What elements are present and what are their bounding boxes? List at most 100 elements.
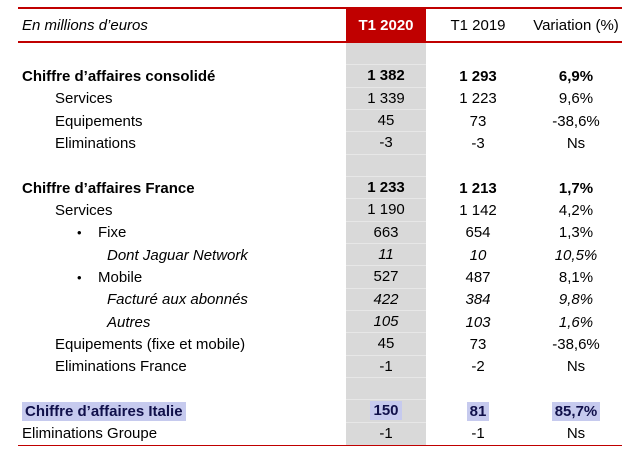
- row-label-text: Eliminations Groupe: [22, 425, 158, 443]
- row-label: [18, 378, 346, 400]
- table-row: • Mobile 527 487 8,1%: [18, 266, 622, 289]
- value-t1-2020: 1 190: [346, 199, 426, 222]
- table-row: Equipements (fixe et mobile) 45 73 -38,6%: [18, 333, 622, 356]
- table-row: Chiffre d’affaires Italie 150 81 85,7%: [18, 400, 622, 423]
- value-t1-2019-text: -3: [471, 134, 485, 152]
- value-t1-2020: [346, 43, 426, 66]
- row-label: Services: [18, 88, 346, 110]
- row-label: Eliminations France: [18, 356, 346, 378]
- value-t1-2019: 103: [426, 311, 530, 333]
- table-row: Eliminations -3 -3 Ns: [18, 132, 622, 155]
- value-t1-2020-text: 11: [378, 246, 394, 264]
- value-t1-2019: 384: [426, 289, 530, 311]
- value-t1-2019-text: 1 142: [459, 201, 497, 219]
- value-t1-2019: 1 293: [426, 65, 530, 87]
- table-row: Eliminations France -1 -2 Ns: [18, 355, 622, 378]
- value-t1-2019-text: 73: [469, 335, 487, 353]
- bullet-icon: •: [77, 225, 82, 241]
- row-label-text: Equipements: [55, 112, 143, 130]
- value-t1-2020: -3: [346, 132, 426, 155]
- value-variation: Ns: [530, 423, 622, 445]
- table-row: Chiffre d’affaires consolidé 1 382 1 293 6,…: [18, 65, 622, 88]
- value-variation: [530, 155, 622, 177]
- value-variation: [530, 378, 622, 400]
- value-t1-2019: [426, 155, 530, 177]
- value-t1-2020: 663: [346, 221, 426, 244]
- col-header-t1-2020: T1 2020: [346, 9, 426, 41]
- table-row: Services 1 190 1 142 4,2%: [18, 199, 622, 222]
- value-t1-2020: 105: [346, 310, 426, 334]
- row-label: Dont Jaguar Network: [18, 244, 346, 266]
- value-variation-text: 8,1%: [558, 268, 594, 286]
- value-variation: 8,1%: [530, 266, 622, 288]
- value-t1-2020: -1: [346, 422, 426, 445]
- table-body: Chiffre d’affaires consolidé 1 382 1 293 6,…: [18, 43, 622, 446]
- row-label: • Fixe: [18, 222, 346, 244]
- row-label: Services: [18, 199, 346, 221]
- row-label-text: Autres: [107, 313, 151, 331]
- value-variation-text: 1,7%: [558, 179, 594, 197]
- value-variation: Ns: [530, 132, 622, 154]
- value-t1-2019-text: 1 213: [459, 179, 497, 197]
- value-t1-2020-text: 150: [370, 401, 402, 421]
- value-t1-2020-text: 45: [377, 112, 395, 130]
- value-t1-2019-text: 654: [465, 224, 491, 242]
- value-t1-2019: 1 213: [426, 177, 530, 199]
- table-row: Services 1 339 1 223 9,6%: [18, 87, 622, 110]
- value-variation: 10,5%: [530, 244, 622, 266]
- value-t1-2020: 11: [346, 243, 426, 267]
- row-label-text: Fixe: [98, 224, 127, 242]
- value-variation: 6,9%: [530, 65, 622, 87]
- row-label-text: Equipements (fixe et mobile): [55, 335, 246, 353]
- value-variation-text: -38,6%: [552, 112, 600, 130]
- value-t1-2019: -3: [426, 132, 530, 154]
- value-t1-2020: 45: [346, 333, 426, 356]
- table-row: Facturé aux abonnés 422 384 9,8%: [18, 288, 622, 311]
- value-t1-2020-text: -3: [379, 134, 393, 152]
- value-t1-2020: 1 339: [346, 87, 426, 110]
- spacer-row: [18, 43, 622, 66]
- value-t1-2020: -1: [346, 355, 426, 378]
- value-t1-2019: 73: [426, 333, 530, 355]
- value-t1-2020: 1 382: [346, 65, 426, 88]
- table-row: Dont Jaguar Network 11 10 10,5%: [18, 243, 622, 267]
- value-t1-2020-text: 1 339: [367, 89, 405, 107]
- value-t1-2019: 10: [426, 244, 530, 266]
- value-variation: [530, 43, 622, 65]
- row-label: Equipements: [18, 110, 346, 132]
- row-label: Eliminations: [18, 132, 346, 154]
- value-t1-2019-text: -2: [471, 358, 485, 376]
- value-t1-2020: 45: [346, 109, 426, 133]
- table-row: Chiffre d’affaires France 1 233 1 213 1,7%: [18, 176, 622, 200]
- table-row: Eliminations Groupe -1 -1 Ns: [18, 422, 622, 445]
- value-t1-2020-text: 527: [373, 268, 399, 286]
- table-header-row: En millions d’euros T1 2020 T1 2019 Vari…: [18, 7, 622, 43]
- value-t1-2019-text: -1: [471, 425, 485, 443]
- value-t1-2020: [346, 377, 426, 401]
- value-t1-2019: 73: [426, 110, 530, 132]
- value-t1-2019-text: 1 293: [459, 67, 497, 85]
- spacer-row: [18, 377, 622, 401]
- col-header-variation: Variation (%): [533, 16, 619, 34]
- value-t1-2020: 527: [346, 266, 426, 289]
- value-variation-text: 4,2%: [558, 201, 594, 219]
- value-variation-text: -38,6%: [552, 335, 600, 353]
- value-t1-2020-text: -1: [379, 425, 393, 443]
- table-row: Autres 105 103 1,6%: [18, 310, 622, 334]
- value-t1-2020-text: 1 233: [367, 179, 405, 197]
- row-label-text: Mobile: [98, 268, 143, 286]
- value-variation: 1,7%: [530, 177, 622, 199]
- row-label: Chiffre d’affaires Italie: [18, 400, 346, 422]
- value-t1-2019: 1 223: [426, 88, 530, 110]
- value-t1-2019: 654: [426, 222, 530, 244]
- value-variation-text: 1,6%: [558, 313, 594, 331]
- value-t1-2020-text: 105: [373, 313, 399, 331]
- value-variation: 1,3%: [530, 222, 622, 244]
- bullet-icon: •: [77, 269, 82, 285]
- row-label: [18, 155, 346, 177]
- row-label-text: Eliminations France: [55, 358, 187, 376]
- row-label-text: Eliminations: [55, 134, 136, 152]
- value-t1-2019-text: 384: [465, 291, 491, 309]
- value-t1-2019-text: 1 223: [459, 90, 497, 108]
- row-label-text: Dont Jaguar Network: [107, 246, 248, 264]
